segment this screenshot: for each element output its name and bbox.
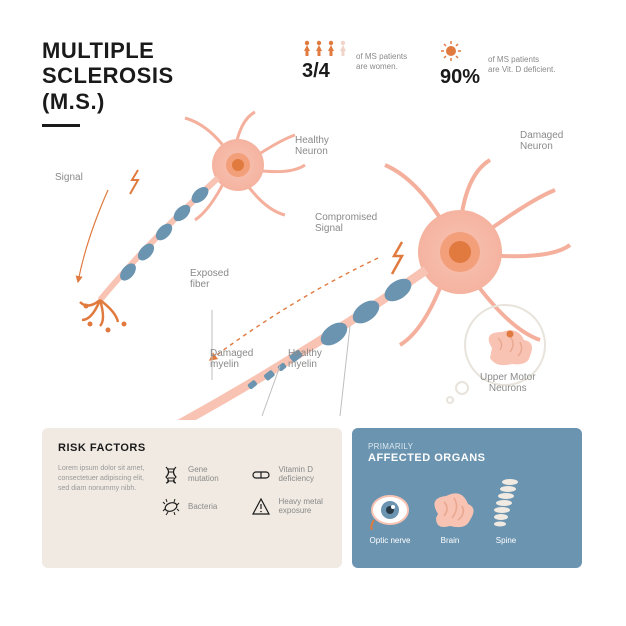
- risk-lorem: Lorem ipsum dolor sit amet, consectetuer…: [58, 464, 148, 518]
- label-signal: Signal: [55, 172, 83, 183]
- woman-icon: [338, 40, 348, 56]
- risk-item-bacteria: Bacteria: [160, 496, 232, 518]
- risk-label: Heavy metal exposure: [278, 498, 322, 516]
- label-healthy-myelin: Healthy myelin: [288, 348, 322, 370]
- organs-row: Optic nerve Brain Spine: [368, 478, 566, 545]
- risk-factors-box: RISK FACTORS Lorem ipsum dolor sit amet,…: [42, 428, 342, 568]
- organ-label: Spine: [496, 536, 516, 545]
- label-damaged-neuron: Damaged Neuron: [520, 130, 563, 152]
- bacteria-icon: [160, 496, 182, 518]
- label-upper-motor: Upper Motor Neurons: [480, 372, 536, 394]
- pill-icon: [250, 464, 272, 486]
- title-line-1: MULTIPLE: [42, 38, 174, 63]
- woman-icon: [326, 40, 336, 56]
- hazard-icon: [250, 496, 272, 518]
- label-damaged-myelin: Damaged myelin: [210, 348, 253, 370]
- stat-women: 3/4 of MS patients are women.: [302, 40, 407, 83]
- stat-women-desc: of MS patients are women.: [356, 52, 407, 71]
- healthy-neuron: [78, 112, 305, 333]
- brain-icon: [426, 490, 474, 530]
- risk-item-vitd: Vitamin D deficiency: [250, 464, 322, 486]
- organs-box: PRIMARILY AFFECTED ORGANS Optic nerve Br…: [352, 428, 582, 568]
- organ-label: Optic nerve: [370, 536, 411, 545]
- risk-item-metal: Heavy metal exposure: [250, 496, 322, 518]
- woman-icon: [314, 40, 324, 56]
- risk-item-gene: Gene mutation: [160, 464, 232, 486]
- title-line-2: SCLEROSIS: [42, 63, 174, 88]
- organs-pre: PRIMARILY: [368, 442, 566, 451]
- spine-icon: [488, 478, 524, 530]
- woman-icon: [302, 40, 312, 56]
- dna-icon: [160, 464, 182, 486]
- stat-vitd-icons: 90%: [440, 40, 480, 89]
- label-exposed-fiber: Exposed fiber: [190, 268, 229, 290]
- stat-women-value: 3/4: [302, 60, 330, 83]
- stat-vitd: 90% of MS patients are Vit. D deficient.: [440, 40, 555, 89]
- stat-vitd-value: 90%: [440, 66, 480, 89]
- sun-icon: [440, 40, 462, 62]
- stat-vitd-desc: of MS patients are Vit. D deficient.: [488, 55, 555, 74]
- risk-label: Gene mutation: [188, 466, 219, 484]
- risk-grid: Gene mutation Vitamin D deficiency Bacte…: [160, 464, 323, 518]
- label-healthy-neuron: Healthy Neuron: [295, 135, 329, 157]
- organ-label: Brain: [441, 536, 460, 545]
- eye-icon: [368, 490, 412, 530]
- risk-label: Bacteria: [188, 503, 217, 512]
- risk-title: RISK FACTORS: [58, 442, 326, 454]
- risk-label: Vitamin D deficiency: [278, 466, 314, 484]
- organs-title: AFFECTED ORGANS: [368, 452, 566, 464]
- organ-spine: Spine: [488, 478, 524, 545]
- stat-women-icons: 3/4: [302, 40, 348, 83]
- organ-optic: Optic nerve: [368, 490, 412, 545]
- label-compromised-signal: Compromised Signal: [315, 212, 377, 234]
- organ-brain: Brain: [426, 490, 474, 545]
